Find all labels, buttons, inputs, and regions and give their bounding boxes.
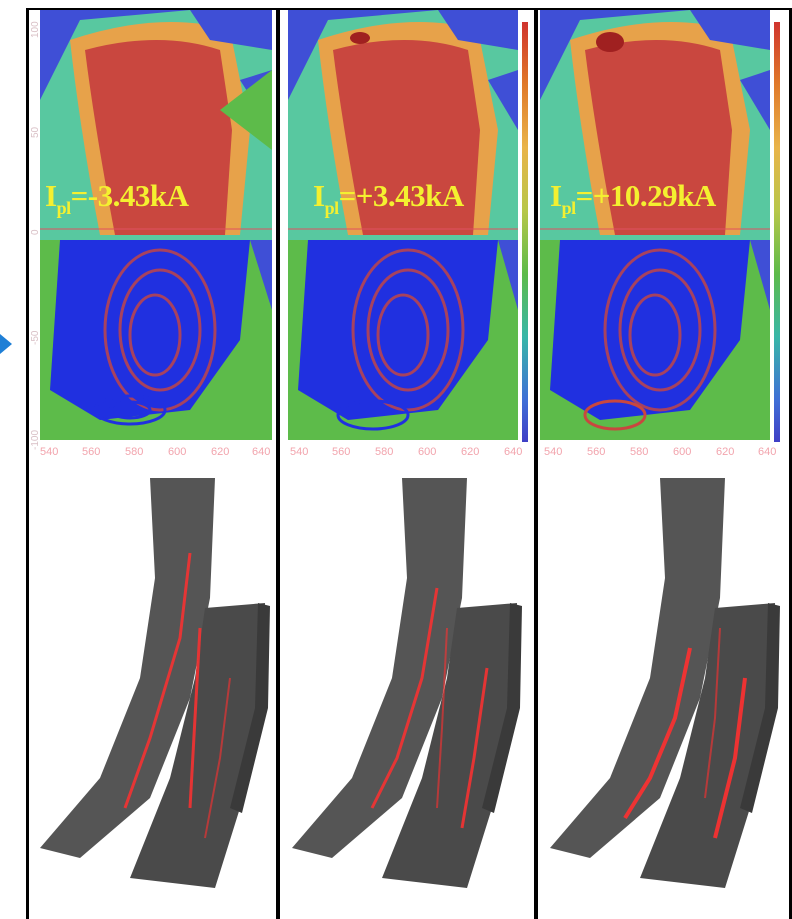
- colorbar-3: [774, 22, 780, 442]
- current-label-2: Ipl=+3.43kA: [313, 178, 464, 218]
- x-tick: 580: [125, 446, 144, 458]
- poincare-plot-2: [288, 10, 518, 440]
- x-tick: 560: [82, 446, 101, 458]
- x-tick: 540: [40, 446, 59, 458]
- x-tick: 580: [375, 446, 394, 458]
- y-tick: 100: [30, 21, 41, 38]
- x-tick: 640: [504, 446, 523, 458]
- divertor-render-1: [30, 478, 276, 898]
- poincare-panel-3: 540 560 580 600 620 640: [540, 10, 790, 465]
- y-tick: 50: [30, 126, 41, 138]
- divertor-render-3: [540, 478, 790, 898]
- x-tick: 560: [587, 446, 606, 458]
- y-tick: 0: [30, 229, 41, 235]
- colorbar-2: [522, 22, 528, 442]
- poincare-plot-3: [540, 10, 770, 440]
- arrow-right-icon: [0, 334, 12, 354]
- poincare-plot-1: [40, 10, 272, 440]
- poincare-panel-1: 100 50 0 -50 -100 540 560 580 600 620 64…: [30, 10, 276, 465]
- x-tick: 640: [252, 446, 271, 458]
- x-tick: 600: [673, 446, 692, 458]
- x-tick: 620: [211, 446, 230, 458]
- current-label-3: Ipl=+10.29kA: [550, 178, 716, 218]
- poincare-panel-2: 540 560 580 600 620 640: [282, 10, 534, 465]
- x-tick: 560: [332, 446, 351, 458]
- x-tick: 580: [630, 446, 649, 458]
- x-tick: 620: [461, 446, 480, 458]
- x-tick: 620: [716, 446, 735, 458]
- column-frame-3: [535, 8, 792, 919]
- x-tick: 640: [758, 446, 777, 458]
- current-label-1: Ipl=-3.43kA: [45, 178, 189, 218]
- y-tick: -50: [30, 330, 41, 345]
- x-tick: 600: [168, 446, 187, 458]
- x-tick: 540: [544, 446, 563, 458]
- x-tick: 540: [290, 446, 309, 458]
- divertor-render-2: [282, 478, 534, 898]
- x-tick: 600: [418, 446, 437, 458]
